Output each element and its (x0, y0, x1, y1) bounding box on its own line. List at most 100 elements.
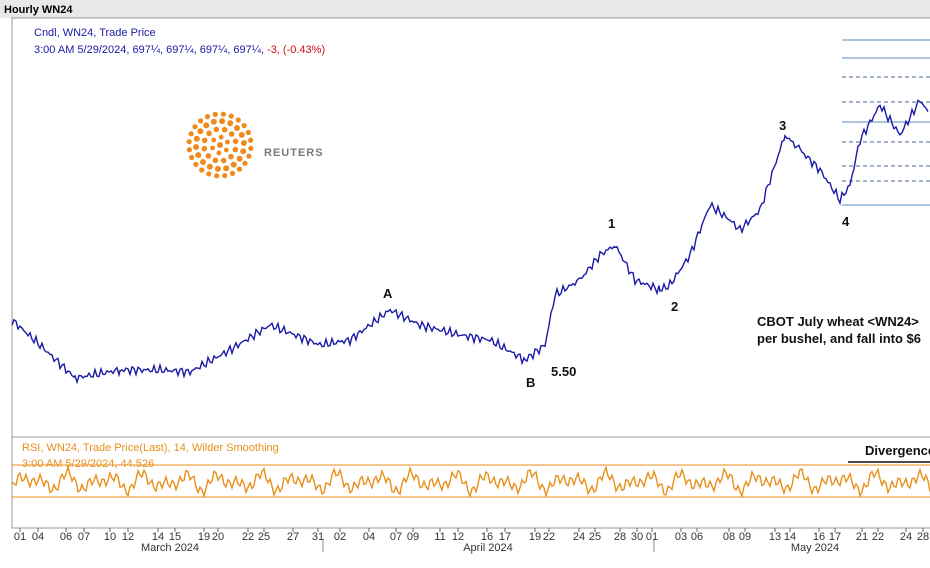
x-tick-label: 25 (589, 531, 601, 543)
x-tick-label: 04 (32, 531, 44, 543)
logo-dot (221, 126, 228, 133)
fib-levels (842, 39, 930, 206)
logo-dot (225, 139, 230, 145)
logo-dot (248, 145, 254, 151)
logo-dot (233, 125, 240, 132)
logo-dot (193, 135, 200, 142)
x-tick-label: 19 (529, 531, 541, 543)
logo-dot (192, 124, 198, 130)
wave-label: 4 (842, 214, 850, 229)
x-tick-label: 27 (287, 531, 299, 543)
wave-label: 1 (608, 216, 615, 231)
rsi-line (11, 464, 930, 499)
rsi-title: RSI, WN24, Trade Price(Last), 14, Wilder… (22, 442, 279, 454)
logo-dot (223, 147, 229, 153)
x-tick-label: 09 (407, 531, 419, 543)
x-tick-label: 31 (312, 531, 324, 543)
x-tick-label: 04 (363, 531, 375, 543)
month-label: April 2024 (463, 542, 513, 554)
logo-dot (220, 111, 226, 117)
quote: 3:00 AM 5/29/2024, 697¼, 697¼, 697¼, 697… (34, 44, 264, 56)
logo-dot (246, 153, 252, 159)
logo-dot (201, 137, 208, 144)
x-axis: 01 04 06 07 10 12 14 15 19 20 22 25 27 31 02 04 07 09 11 12… (14, 528, 929, 554)
logo-dot (206, 130, 212, 137)
logo-dot (188, 131, 194, 137)
wave-label: 3 (779, 118, 786, 133)
logo-dot (216, 150, 222, 156)
rsi-quote: 3:00 AM 5/29/2024, 44.526 (22, 458, 154, 470)
logo-dot (197, 118, 204, 124)
logo-dot (195, 152, 202, 159)
logo-dot (189, 154, 195, 161)
logo-dot (211, 137, 217, 143)
logo-dot (229, 170, 236, 176)
x-tick-label: 28 (917, 531, 929, 543)
logo-dot (228, 131, 235, 137)
wave-label: 2 (671, 299, 678, 314)
x-tick-label: 22 (543, 531, 555, 543)
x-tick-label: 01 (646, 531, 658, 543)
divergence-note: Divergence (865, 443, 930, 458)
logo-dot (193, 144, 200, 151)
x-tick-label: 21 (856, 531, 868, 543)
x-tick-label: 08 (723, 531, 735, 543)
logo-dot (232, 146, 239, 153)
logo-dot (203, 122, 210, 129)
logo-dot (236, 166, 243, 172)
window-title: Hourly WN24 (4, 4, 73, 16)
logo-dot (206, 171, 212, 177)
logo-dot (218, 134, 224, 140)
logo-dot (242, 160, 248, 166)
wave-label: A (383, 286, 393, 301)
month-label: May 2024 (791, 542, 839, 554)
logo-dot (212, 111, 218, 117)
chart-frame (11, 17, 930, 529)
x-tick-label: 01 (14, 531, 26, 543)
x-tick-label: 28 (614, 531, 626, 543)
x-tick-label: 09 (739, 531, 751, 543)
x-tick-label: 20 (212, 531, 224, 543)
logo-dot (186, 147, 192, 153)
x-tick-label: 12 (122, 531, 134, 543)
logo-dot (217, 142, 223, 148)
logo-dot (241, 122, 247, 129)
logo-dot (201, 145, 208, 152)
x-tick-label: 07 (78, 531, 90, 543)
logo-dot (200, 158, 207, 165)
annotation: CBOT July wheat <WN24> (757, 314, 919, 329)
x-tick-label: 16 (813, 531, 825, 543)
x-tick-label: 24 (900, 531, 912, 543)
logo-dot (240, 139, 247, 146)
reuters-logo: REUTERS (186, 111, 323, 179)
title-bar (0, 0, 930, 18)
logo-dot (199, 167, 205, 173)
logo-dot (240, 148, 247, 155)
logo-dot (214, 173, 220, 179)
logo-dot (186, 139, 192, 145)
x-tick-label: 22 (242, 531, 254, 543)
logo-dot (219, 118, 226, 125)
x-tick-label: 17 (829, 531, 841, 543)
logo-dot (232, 138, 239, 145)
logo-dot (214, 165, 221, 172)
x-tick-label: 10 (104, 531, 116, 543)
x-tick-label: 24 (573, 531, 585, 543)
logo-dot (228, 153, 234, 160)
x-tick-label: 14 (152, 531, 164, 543)
logo-dot (210, 145, 215, 151)
x-tick-label: 22 (872, 531, 884, 543)
logo-dot (230, 161, 237, 168)
logo-dot (227, 120, 234, 127)
x-tick-label: 06 (60, 531, 72, 543)
month-label: March 2024 (141, 542, 199, 554)
logo-dot (222, 173, 228, 179)
logo-dot (245, 129, 251, 136)
x-tick-label: 25 (258, 531, 270, 543)
logo-dot (220, 157, 227, 164)
x-tick-label: 06 (691, 531, 703, 543)
x-tick-label: 11 (434, 531, 445, 543)
logo-dot (204, 114, 211, 120)
